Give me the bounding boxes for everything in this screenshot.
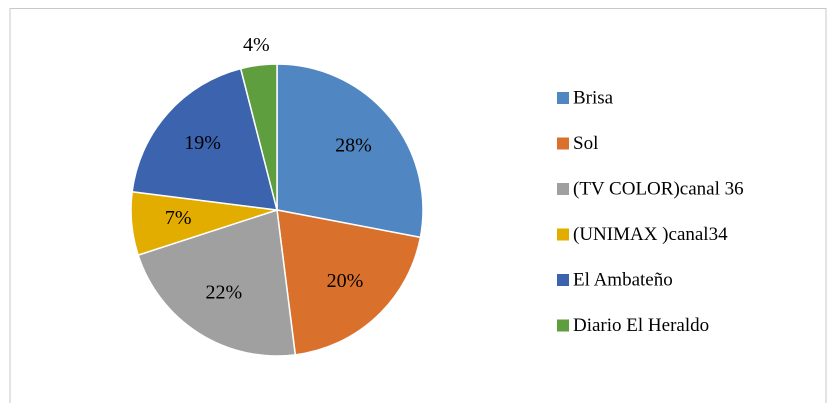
chart-frame <box>9 8 827 403</box>
legend-swatch <box>557 228 569 241</box>
data-label: 4% <box>243 34 270 56</box>
pie-slice <box>276 209 422 356</box>
legend-swatch <box>557 183 569 195</box>
legend-text: Sol <box>573 133 598 154</box>
legend-text: Diario El Heraldo <box>573 315 709 336</box>
legend-text: (TV COLOR)canal 36 <box>573 178 744 199</box>
pie-slice <box>239 63 278 211</box>
legend-text: El Ambateño <box>573 269 673 290</box>
legend-swatch <box>557 137 569 150</box>
legend-text: Brisa <box>573 87 614 108</box>
data-label: 22% <box>205 281 242 303</box>
legend-swatch <box>557 274 569 286</box>
legend-swatch <box>557 92 569 104</box>
data-label: 7% <box>165 207 192 229</box>
legend-swatch <box>557 319 569 332</box>
legend-text: (UNIMAX )canal34 <box>573 224 728 245</box>
data-label: 28% <box>335 134 372 156</box>
data-label: 19% <box>184 132 221 154</box>
data-label: 20% <box>327 270 364 292</box>
pie-slice <box>131 67 279 211</box>
pie-slice <box>137 209 297 357</box>
pie-slice <box>276 63 424 239</box>
